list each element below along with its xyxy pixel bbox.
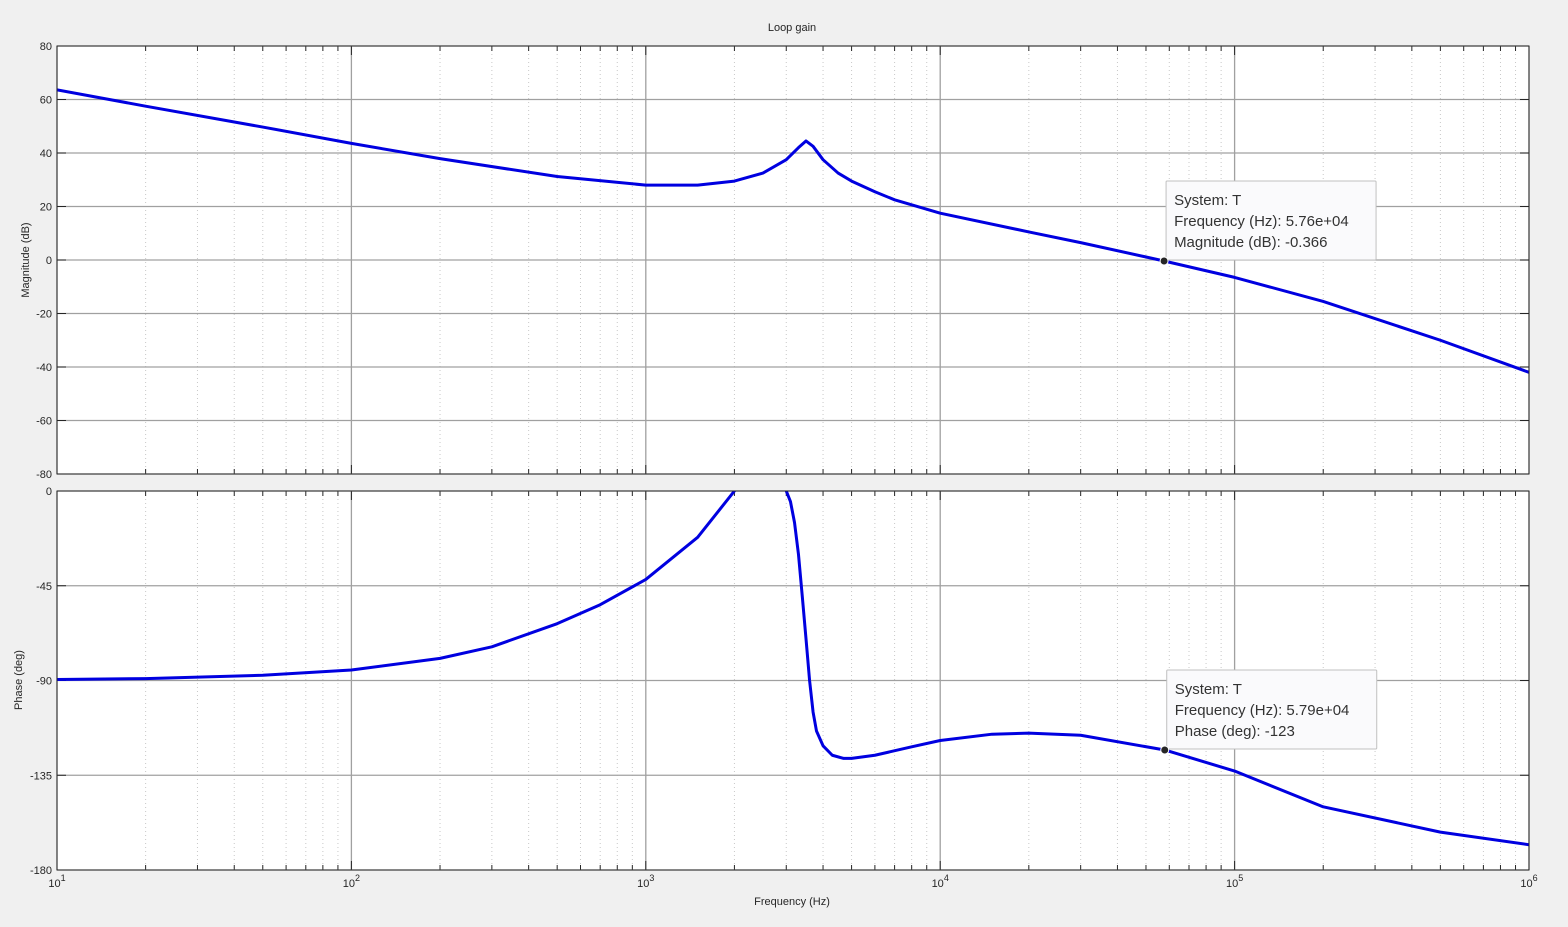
- x-tick-label: 101: [48, 873, 65, 890]
- phase-datatip-line: System: T: [1175, 681, 1242, 698]
- phase-y-tick-label: -90: [36, 676, 52, 688]
- magnitude-subplot: -80 -60 -40 -20 0 20 40 60 80 System: T Frequency …: [36, 41, 1530, 481]
- phase-datatip-line: Phase (deg): -123: [1175, 723, 1295, 740]
- phase-subplot: -180 -135 -90 -45 0 System: T Frequency (Hz): …: [30, 486, 1530, 877]
- magnitude-axes-box: [56, 45, 1530, 475]
- magnitude-datatip-marker: [1159, 256, 1169, 266]
- phase-y-axis-label: Phase (deg): [13, 650, 25, 710]
- magnitude-datatip-line: System: T: [1174, 192, 1241, 209]
- magnitude-y-tick-label: -60: [36, 416, 52, 428]
- x-tick-label: 106: [1520, 873, 1537, 890]
- magnitude-datatip-line: Magnitude (dB): -0.366: [1174, 234, 1327, 251]
- x-tick-label: 102: [343, 873, 360, 890]
- phase-y-tick-label: 0: [46, 486, 52, 498]
- x-tick-label: 104: [932, 873, 949, 890]
- phase-response-line: [57, 491, 736, 681]
- magnitude-y-axis-label: Magnitude (dB): [20, 222, 32, 297]
- magnitude-y-tick-label: 60: [40, 95, 52, 107]
- x-axis-label: Frequency (Hz): [754, 896, 830, 908]
- magnitude-datatip-box: [1165, 180, 1377, 261]
- phase-y-tick-label: -45: [36, 581, 52, 593]
- phase-response-line: [784, 491, 1529, 847]
- magnitude-y-tick-label: 20: [40, 202, 52, 214]
- phase-datatip-line: Frequency (Hz): 5.79e+04: [1175, 702, 1350, 719]
- chart-title: Loop gain: [768, 22, 816, 34]
- phase-datatip-box: [1166, 669, 1378, 750]
- magnitude-y-tick-label: 40: [40, 148, 52, 160]
- x-tick-label: 103: [637, 873, 654, 890]
- phase-datatip-marker: [1160, 745, 1170, 755]
- magnitude-response-line: [57, 88, 1529, 374]
- x-tick-label: 105: [1226, 873, 1243, 890]
- magnitude-y-tick-label: -40: [36, 362, 52, 374]
- phase-axes-box: [56, 490, 1530, 871]
- magnitude-datatip-line: Frequency (Hz): 5.76e+04: [1174, 213, 1349, 230]
- magnitude-y-tick-label: -20: [36, 309, 52, 321]
- phase-y-tick-label: -180: [30, 865, 52, 877]
- magnitude-y-tick-label: 80: [40, 41, 52, 53]
- magnitude-y-tick-label: -80: [36, 469, 52, 481]
- phase-y-tick-label: -135: [30, 770, 52, 782]
- magnitude-y-tick-label: 0: [46, 255, 52, 267]
